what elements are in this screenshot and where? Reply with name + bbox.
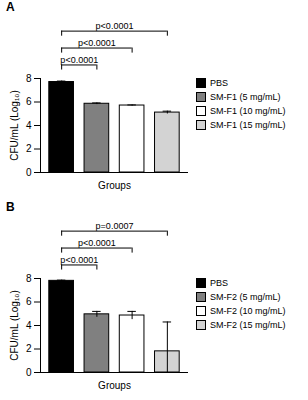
- svg-text:0: 0: [26, 367, 32, 378]
- html-text:A: A: [6, 0, 15, 14]
- svg-text:p<0.0001: p<0.0001: [78, 38, 116, 48]
- html-text:SM-F2 (10 mg/mL): SM-F2 (10 mg/mL): [210, 306, 286, 316]
- svg-text:p<0.0001: p<0.0001: [78, 238, 116, 248]
- svg-text:Groups: Groups: [98, 180, 131, 191]
- html-text:SM-F1 (5 mg/mL): SM-F1 (5 mg/mL): [210, 92, 281, 102]
- svg-text:CFU/mL (Log₁₀): CFU/mL (Log₁₀): [9, 290, 20, 361]
- html-text:PBS: PBS: [210, 278, 228, 288]
- svg-text:8: 8: [26, 73, 32, 84]
- svg-text:p<0.0001: p<0.0001: [60, 55, 98, 65]
- svg-text:0: 0: [26, 167, 32, 178]
- svg-text:p<0.0001: p<0.0001: [96, 21, 134, 31]
- svg-text:6: 6: [26, 96, 32, 107]
- html-text:SM-F1 (15 mg/mL): SM-F1 (15 mg/mL): [210, 120, 286, 130]
- svg-text:Groups: Groups: [98, 380, 131, 391]
- svg-text:2: 2: [26, 143, 32, 154]
- html-text:SM-F2 (5 mg/mL): SM-F2 (5 mg/mL): [210, 292, 281, 302]
- svg-text:4: 4: [26, 320, 32, 331]
- svg-text:p<0.0001: p<0.0001: [60, 255, 98, 265]
- html-text:PBS: PBS: [210, 78, 228, 88]
- svg-text:6: 6: [26, 296, 32, 307]
- svg-text:p=0.0007: p=0.0007: [96, 221, 134, 231]
- html-text:SM-F2 (15 mg/mL): SM-F2 (15 mg/mL): [210, 320, 286, 330]
- html-text:B: B: [6, 200, 15, 214]
- svg-text:CFU/mL (Log₁₀): CFU/mL (Log₁₀): [9, 90, 20, 161]
- html-text:SM-F1 (10 mg/mL): SM-F1 (10 mg/mL): [210, 106, 286, 116]
- svg-text:8: 8: [26, 273, 32, 284]
- svg-text:2: 2: [26, 343, 32, 354]
- svg-text:4: 4: [26, 120, 32, 131]
